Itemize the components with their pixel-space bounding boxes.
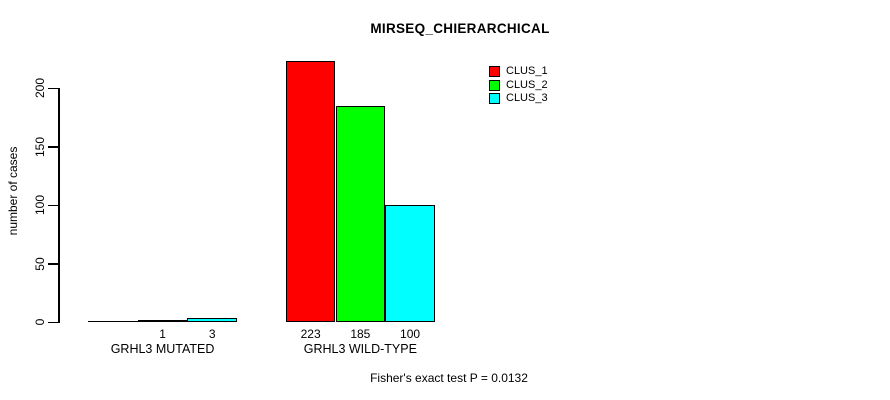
y-tick-mark (48, 321, 58, 323)
bar-value-label: 3 (208, 327, 216, 341)
y-tick-label: 100 (33, 194, 47, 216)
bar-clus_2-mutated (137, 319, 188, 322)
legend-row: CLUS_1 (489, 66, 548, 77)
group-label: GRHL3 MUTATED (110, 341, 215, 356)
y-tick-mark (48, 204, 58, 206)
legend-swatch-clus_1 (489, 66, 500, 77)
y-axis-line (58, 88, 60, 323)
bar-value-label: 1 (159, 327, 166, 341)
y-tick-label: 0 (33, 318, 47, 326)
y-tick-mark (48, 263, 58, 265)
y-axis-label: number of cases (6, 146, 20, 236)
legend-swatch-clus_3 (489, 93, 500, 104)
legend-label: CLUS_1 (506, 65, 548, 77)
y-tick-label: 50 (33, 256, 47, 271)
y-tick-label: 150 (33, 136, 47, 157)
bar-clus_3-wildtype (385, 205, 435, 322)
bar-clus_1-mutated (88, 320, 138, 322)
y-tick-mark (48, 146, 58, 148)
bar-clus_3-mutated (187, 318, 238, 322)
y-tick-label: 200 (33, 77, 47, 99)
y-tick-mark (48, 87, 58, 89)
legend: CLUS_1 CLUS_2 CLUS_3 (489, 66, 548, 107)
legend-label: CLUS_2 (506, 78, 548, 91)
legend-label: CLUS_3 (506, 92, 548, 104)
legend-row: CLUS_2 (489, 78, 548, 91)
bar-value-label: 185 (350, 327, 371, 341)
bar-clus_1-wildtype (285, 61, 336, 322)
legend-swatch-clus_2 (489, 79, 500, 91)
annotation-text: Fisher's exact test P = 0.0132 (370, 371, 528, 385)
bar-value-label: 223 (300, 327, 321, 341)
legend-row: CLUS_3 (489, 93, 548, 104)
bar-value-label: 100 (400, 327, 421, 341)
chart-title: MIRSEQ_CHIERARCHICAL (370, 21, 550, 36)
group-label: GRHL3 WILD-TYPE (303, 341, 417, 356)
bar-clus_2-wildtype (335, 106, 386, 322)
